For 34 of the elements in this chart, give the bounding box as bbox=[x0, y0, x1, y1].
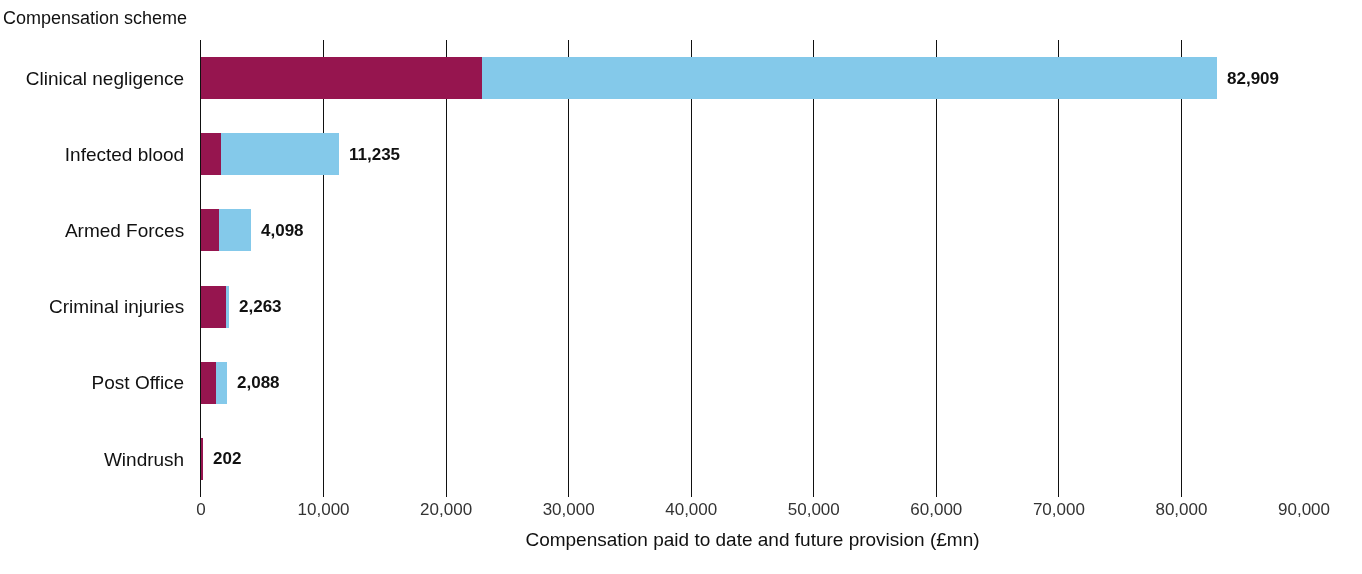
x-tick-label: 40,000 bbox=[665, 500, 718, 519]
y-axis-title: Compensation scheme bbox=[3, 8, 188, 28]
bar bbox=[225, 285, 229, 328]
x-tick-label: 60,000 bbox=[910, 500, 963, 519]
bar bbox=[201, 209, 220, 252]
y-tick-label: Infected blood bbox=[64, 143, 185, 165]
bar bbox=[481, 57, 1218, 100]
x-tick-label: 70,000 bbox=[1032, 500, 1085, 519]
y-tick-label: Post Office bbox=[91, 372, 185, 394]
y-tick-label: Armed Forces bbox=[64, 220, 185, 242]
bar bbox=[215, 361, 227, 404]
x-tick-label: 30,000 bbox=[542, 500, 595, 519]
total-label: 11,235 bbox=[349, 145, 401, 164]
bar bbox=[220, 133, 339, 176]
y-tick-label: Criminal injuries bbox=[49, 296, 185, 318]
bar bbox=[201, 133, 221, 176]
x-tick-label: 90,000 bbox=[1278, 500, 1330, 519]
total-label: 82,909 bbox=[1227, 69, 1279, 88]
total-label: 2,263 bbox=[239, 297, 282, 316]
bar bbox=[201, 361, 216, 404]
x-tick-label: 50,000 bbox=[787, 500, 840, 519]
total-label: 202 bbox=[213, 449, 242, 468]
x-axis-title: Compensation paid to date and future provision (£mn) bbox=[525, 528, 980, 550]
x-tick-label: 0 bbox=[196, 500, 206, 519]
bar bbox=[219, 209, 252, 252]
x-tick-label: 20,000 bbox=[420, 500, 473, 519]
y-tick-label: Windrush bbox=[103, 448, 185, 470]
total-label: 2,088 bbox=[237, 373, 280, 392]
x-tick-label: 80,000 bbox=[1155, 500, 1208, 519]
total-label: 4,098 bbox=[261, 221, 304, 240]
x-tick-label: 10,000 bbox=[297, 500, 350, 519]
bar bbox=[201, 285, 226, 328]
bar bbox=[201, 57, 482, 100]
y-tick-label: Clinical negligence bbox=[25, 67, 185, 89]
